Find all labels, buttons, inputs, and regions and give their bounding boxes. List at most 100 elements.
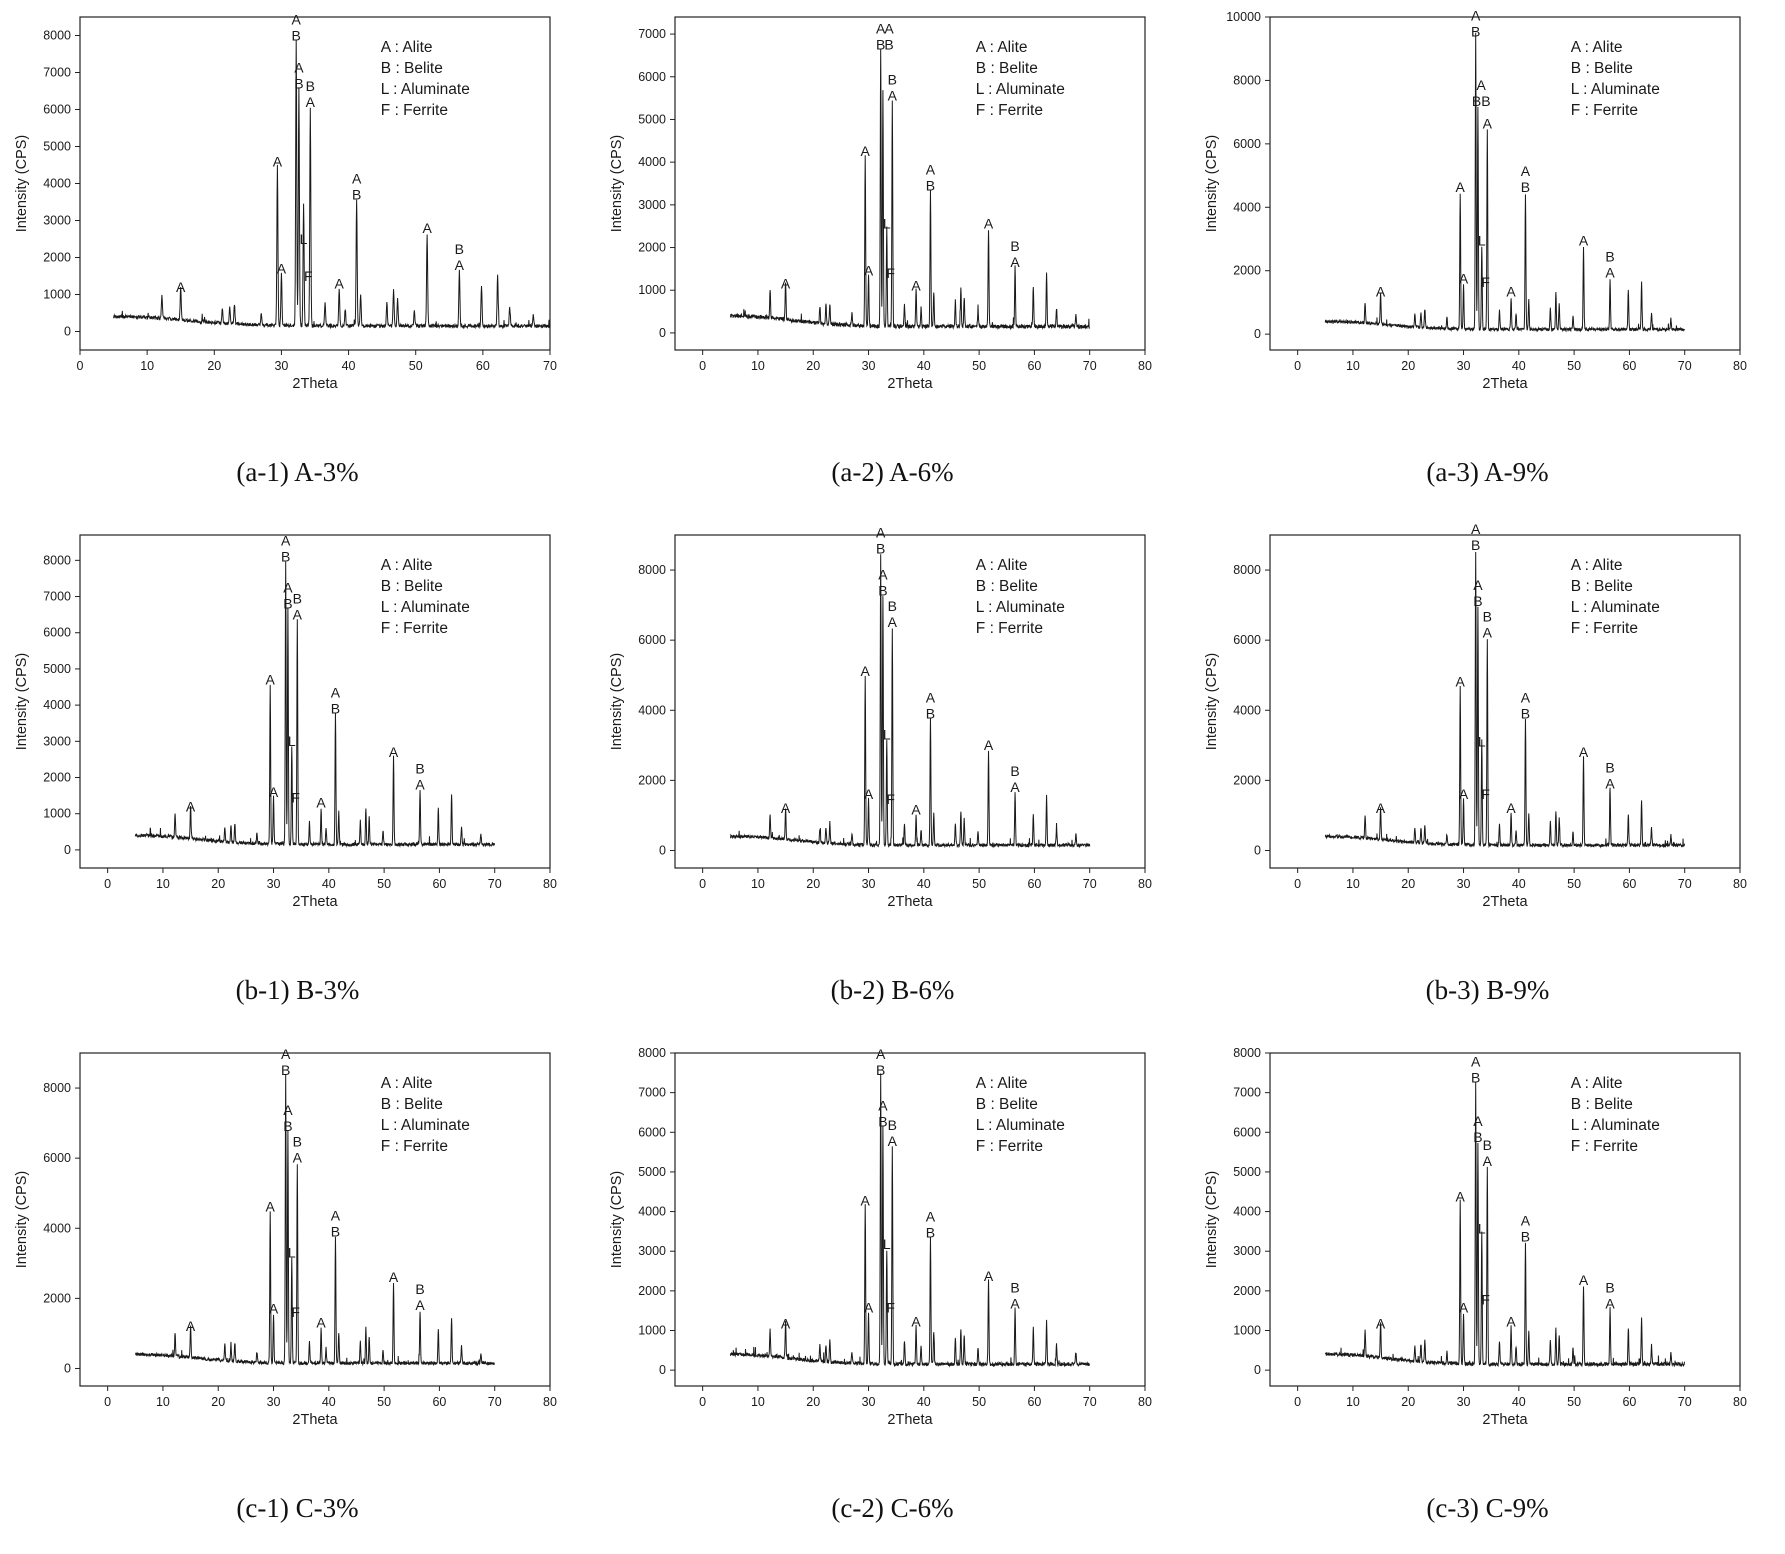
x-tick-label: 50 bbox=[1567, 877, 1581, 891]
peak-label: A bbox=[422, 220, 432, 236]
peak-label: A bbox=[1456, 1189, 1466, 1205]
xrd-series-line bbox=[1324, 32, 1686, 333]
x-tick-label: 0 bbox=[1294, 359, 1301, 373]
peak-label: A bbox=[1473, 577, 1483, 593]
legend-entry: A : Alite bbox=[1571, 39, 1623, 56]
y-tick-label: 5000 bbox=[43, 662, 71, 676]
y-tick-label: 8000 bbox=[1233, 73, 1261, 87]
y-tick-label: 6000 bbox=[638, 70, 666, 84]
legend-entry: L : Aluminate bbox=[1571, 599, 1660, 616]
peak-label: L bbox=[1478, 733, 1486, 749]
chart-panel-a2: 0 10 20 30 40 50 60 70 80 0 1000 2000 3000 4000 5000 60… bbox=[595, 0, 1190, 518]
peak-label: B bbox=[878, 1113, 887, 1129]
peak-label: B bbox=[1010, 238, 1019, 254]
x-tick-label: 20 bbox=[806, 877, 820, 891]
y-tick-label: 8000 bbox=[638, 563, 666, 577]
y-tick-label: 0 bbox=[64, 325, 71, 339]
peak-label: B bbox=[293, 1134, 302, 1150]
x-tick-label: 0 bbox=[1294, 877, 1301, 891]
peak-label: A bbox=[331, 1207, 341, 1223]
plot-frame bbox=[1269, 1052, 1741, 1387]
x-tick-label: 40 bbox=[1512, 1395, 1526, 1409]
peak-label: B bbox=[926, 177, 935, 193]
legend-entry: F : Ferrite bbox=[976, 620, 1043, 637]
peak-label: A bbox=[176, 279, 186, 295]
x-tick-label: 10 bbox=[751, 359, 765, 373]
peak-label: A bbox=[876, 525, 886, 541]
x-tick-label: 60 bbox=[1622, 877, 1636, 891]
x-tick-label: 60 bbox=[432, 877, 446, 891]
peak-label: A bbox=[269, 784, 279, 800]
chart-panel-a3: 0 10 20 30 40 50 60 70 80 0 2000 4000 6000 8000 10000 2… bbox=[1190, 0, 1785, 518]
legend-entry: B : Belite bbox=[381, 578, 443, 595]
peak-label: A bbox=[876, 1046, 886, 1062]
y-tick-label: 0 bbox=[659, 843, 666, 857]
y-axis-title: Intensity (CPS) bbox=[1204, 135, 1220, 233]
legend-entry: F : Ferrite bbox=[381, 620, 448, 637]
x-axis-title: 2Theta bbox=[887, 1412, 933, 1428]
y-tick-label: 0 bbox=[659, 326, 666, 340]
peak-label: A bbox=[283, 580, 293, 596]
y-tick-label: 5000 bbox=[638, 1165, 666, 1179]
chart-b1: 0 10 20 30 40 50 60 70 80 0 1000 2000 3000 4000 5000 60… bbox=[14, 533, 557, 910]
peak-label: A bbox=[1010, 1296, 1020, 1312]
x-axis-title: 2Theta bbox=[887, 376, 933, 392]
peak-label: F bbox=[886, 1300, 895, 1316]
peak-label: A bbox=[1605, 264, 1615, 280]
peak-label: B bbox=[292, 28, 301, 44]
legend-entry: B : Belite bbox=[381, 60, 443, 77]
peak-label: L bbox=[288, 1244, 296, 1260]
y-tick-label: 7000 bbox=[43, 590, 71, 604]
peak-label: B bbox=[306, 78, 315, 94]
x-tick-label: 30 bbox=[274, 359, 288, 373]
legend-entry: L : Aluminate bbox=[381, 81, 470, 98]
peak-label: B bbox=[876, 1062, 885, 1078]
peak-label: F bbox=[886, 791, 895, 807]
peak-label: A bbox=[415, 1297, 425, 1313]
y-tick-label: 4000 bbox=[638, 1205, 666, 1219]
peak-label: A bbox=[306, 94, 316, 110]
y-tick-label: 6000 bbox=[43, 103, 71, 117]
x-tick-label: 0 bbox=[699, 877, 706, 891]
peak-label: A bbox=[864, 786, 874, 802]
y-tick-label: 6000 bbox=[638, 633, 666, 647]
y-tick-label: 4000 bbox=[43, 177, 71, 191]
peak-label: A bbox=[1521, 163, 1531, 179]
y-axis-title: Intensity (CPS) bbox=[14, 1171, 30, 1269]
y-tick-label: 7000 bbox=[638, 27, 666, 41]
y-tick-label: 5000 bbox=[43, 140, 71, 154]
peak-label: B bbox=[926, 705, 935, 721]
y-tick-label: 0 bbox=[659, 1363, 666, 1377]
xrd-series-line bbox=[729, 48, 1091, 331]
chart-a1: 0 10 20 30 40 50 60 70 0 1000 2000 3000 4000 5000 6000… bbox=[14, 12, 557, 392]
legend-entry: F : Ferrite bbox=[381, 1138, 448, 1155]
peak-label: B bbox=[352, 187, 361, 203]
peak-label: A bbox=[984, 737, 994, 753]
y-tick-label: 7000 bbox=[638, 1086, 666, 1100]
x-tick-label: 20 bbox=[1401, 359, 1415, 373]
peak-label: BB bbox=[1472, 93, 1491, 109]
peak-label: B bbox=[876, 36, 885, 52]
x-tick-label: 70 bbox=[543, 359, 557, 373]
x-tick-label: 30 bbox=[862, 1395, 876, 1409]
chart-caption: (b-3) B-9% bbox=[1425, 975, 1550, 1005]
x-tick-label: 50 bbox=[1567, 359, 1581, 373]
y-tick-label: 4000 bbox=[43, 1221, 71, 1235]
peak-label: A bbox=[269, 1300, 279, 1316]
y-tick-label: 3000 bbox=[43, 734, 71, 748]
xrd-series-line bbox=[113, 40, 551, 330]
legend-entry: A : Alite bbox=[1571, 557, 1623, 574]
chart-caption: (a-2) A-6% bbox=[831, 457, 954, 487]
x-tick-label: 30 bbox=[1457, 877, 1471, 891]
peak-label: A bbox=[984, 216, 994, 232]
x-tick-label: 0 bbox=[104, 877, 111, 891]
legend-entry: F : Ferrite bbox=[976, 102, 1043, 119]
peak-label: F bbox=[304, 268, 313, 284]
peak-label: A bbox=[316, 1314, 326, 1330]
peak-label: L bbox=[883, 216, 891, 232]
y-tick-label: 2000 bbox=[1233, 773, 1261, 787]
x-tick-label: 60 bbox=[1027, 1395, 1041, 1409]
peak-label: A bbox=[294, 60, 304, 76]
peak-label: A bbox=[1483, 625, 1493, 641]
peak-label: A bbox=[1521, 689, 1531, 705]
